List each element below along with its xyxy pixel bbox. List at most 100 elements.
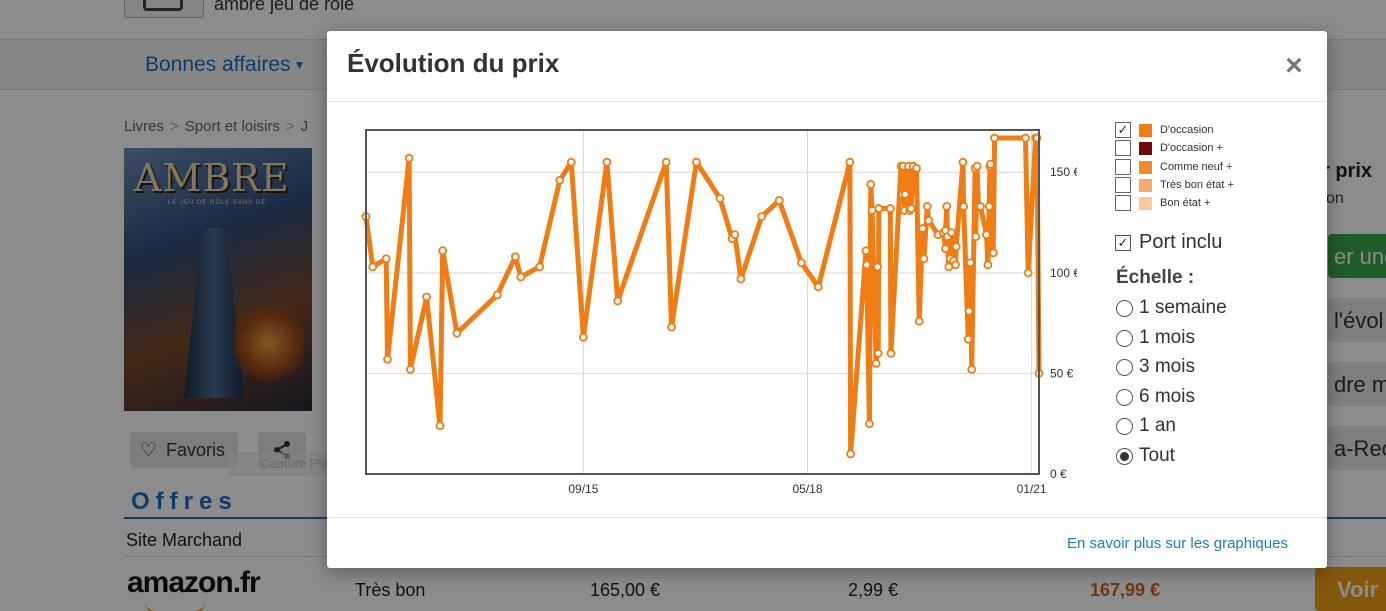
breadcrumb-separator: > (285, 118, 295, 135)
merchant-name: amazon.fr (127, 566, 261, 599)
data-point (422, 292, 431, 302)
data-point (845, 157, 855, 167)
legend-swatch (1139, 178, 1152, 192)
legend-checkbox[interactable] (1115, 176, 1131, 193)
data-point (990, 133, 999, 143)
data-point (873, 348, 883, 358)
data-point (886, 348, 896, 358)
cover-subtitle: LE JEU DE RÔLE SANS DÉ (168, 200, 267, 206)
legend-swatch (1139, 197, 1152, 211)
data-point (602, 157, 612, 167)
data-point (368, 262, 378, 272)
shipping-included-checkbox[interactable]: ✓ (1115, 235, 1131, 251)
shipping-included-label: Port inclu (1139, 231, 1223, 253)
cover-art-glow (234, 298, 304, 388)
data-point (774, 196, 784, 205)
data-point (982, 230, 991, 240)
data-point (984, 202, 994, 211)
data-point (736, 274, 746, 284)
data-point (976, 202, 985, 211)
legend-label: Bon état + (1160, 197, 1211, 210)
data-point (692, 157, 701, 167)
legend-swatch (1139, 124, 1152, 137)
legend-swatch (1139, 142, 1152, 156)
price-chart: 0 € 50 € 100 € 150 € 09/15 05/18 01/21 (361, 129, 1077, 496)
scale-radio[interactable] (1116, 300, 1133, 317)
data-point (906, 204, 916, 213)
data-point (566, 157, 576, 167)
data-point (951, 260, 960, 270)
legend-checkbox[interactable] (1115, 195, 1131, 212)
offers-title: Offres (131, 488, 238, 515)
legend-label: D'occasion + (1160, 142, 1223, 155)
scale-radio[interactable] (1116, 447, 1133, 465)
data-point (1021, 133, 1030, 143)
create-alert-button[interactable]: er une (1328, 234, 1386, 278)
data-point (965, 258, 975, 268)
data-point (958, 157, 968, 167)
y-tick-label: 150 € (1050, 165, 1077, 179)
data-point (715, 193, 725, 203)
legend-checkbox[interactable] (1115, 158, 1131, 175)
data-point (667, 322, 676, 332)
x-tick-label: 05/18 (792, 482, 822, 496)
data-point (942, 202, 952, 211)
data-point (918, 224, 927, 233)
merchant-logo[interactable]: amazon.fr (127, 566, 261, 600)
search-category-icon[interactable] (124, 0, 204, 18)
data-point (941, 244, 950, 254)
modal-header: Évolution du prix × (327, 31, 1327, 102)
data-point (516, 272, 526, 282)
legend-checkbox[interactable]: ✓ (1115, 122, 1131, 138)
other-button[interactable]: dre mo (1328, 362, 1386, 406)
favorites-label: Favoris (166, 440, 226, 460)
data-point (983, 260, 993, 270)
data-point (613, 296, 623, 306)
breadcrumb-item[interactable]: Sport et loisirs (184, 118, 280, 135)
breadcrumb-item[interactable]: J (300, 118, 309, 135)
data-point (988, 248, 998, 258)
data-point (885, 204, 895, 213)
divider (327, 517, 1327, 518)
meta-search-button[interactable]: a-Rech (1328, 426, 1386, 470)
y-tick-label: 100 € (1050, 266, 1077, 280)
nav-deals-label: Bonnes affaires (145, 53, 291, 76)
price-history-button[interactable]: l'évol (1328, 298, 1386, 342)
scale-radio[interactable] (1116, 329, 1133, 347)
book-cover[interactable]: AMBRE LE JEU DE RÔLE SANS DÉ (124, 148, 312, 411)
data-point (846, 449, 855, 459)
price-alert-title: r prix (1322, 160, 1373, 182)
data-point (511, 252, 520, 262)
scale-radio[interactable] (1116, 388, 1133, 406)
scale-label: Tout (1139, 444, 1175, 466)
scale-label: 6 mois (1139, 385, 1195, 407)
data-point (919, 254, 929, 264)
price-alert-subtitle: on (1326, 190, 1344, 207)
column-header-merchant: Site Marchand (126, 530, 243, 550)
scale-label: 3 mois (1139, 356, 1195, 377)
scale-title: Échelle : (1116, 267, 1195, 288)
data-point (874, 204, 884, 213)
breadcrumb-item[interactable]: Livres (124, 118, 165, 135)
data-point (865, 419, 874, 429)
data-point (866, 179, 876, 189)
close-icon[interactable]: × (1285, 49, 1303, 82)
nav-deals[interactable]: Bonnes affaires ▼ (145, 53, 305, 77)
data-point (381, 254, 391, 264)
favorites-button[interactable]: ♡ Favoris (130, 432, 238, 468)
data-point (964, 306, 974, 316)
data-point (924, 216, 934, 225)
legend-checkbox[interactable] (1115, 140, 1131, 157)
data-point (578, 332, 588, 342)
search-input[interactable]: ambre jeu de rôle (214, 0, 355, 14)
scale-radio[interactable] (1116, 418, 1133, 435)
data-point (900, 189, 910, 199)
data-point (947, 228, 956, 237)
data-point (383, 354, 392, 364)
scale-radio[interactable] (1116, 359, 1133, 376)
data-point (922, 202, 932, 211)
view-offer-button[interactable]: Voir (1315, 567, 1386, 611)
learn-more-link[interactable]: En savoir plus sur les graphiques (1067, 535, 1288, 552)
legend-label: Comme neuf + (1160, 160, 1233, 173)
offer-price: 165,00 € (590, 580, 661, 600)
